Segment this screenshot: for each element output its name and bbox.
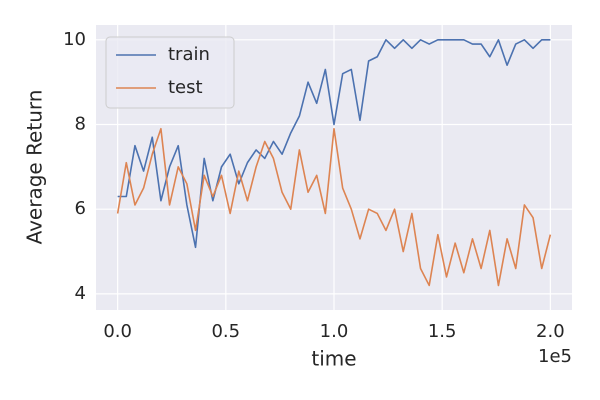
y-tick-label: 8 [75, 114, 86, 135]
x-tick-label: 0.5 [211, 321, 240, 342]
x-tick-label: 0.0 [103, 321, 132, 342]
y-tick-label: 4 [75, 283, 86, 304]
y-tick-label: 10 [63, 29, 86, 50]
x-tick-label: 1.5 [428, 321, 457, 342]
x-axis-label: time [311, 347, 356, 371]
x-offset-text: 1e5 [538, 346, 572, 367]
x-tick-label: 1.0 [320, 321, 349, 342]
legend-label: train [168, 44, 210, 65]
line-series [117, 39, 551, 249]
y-axis-label: Average Return [23, 90, 47, 245]
x-tick-label: 2.0 [536, 321, 565, 342]
y-tick-label: 6 [75, 198, 86, 219]
legend-label: test [168, 77, 203, 98]
line-series [116, 127, 552, 287]
